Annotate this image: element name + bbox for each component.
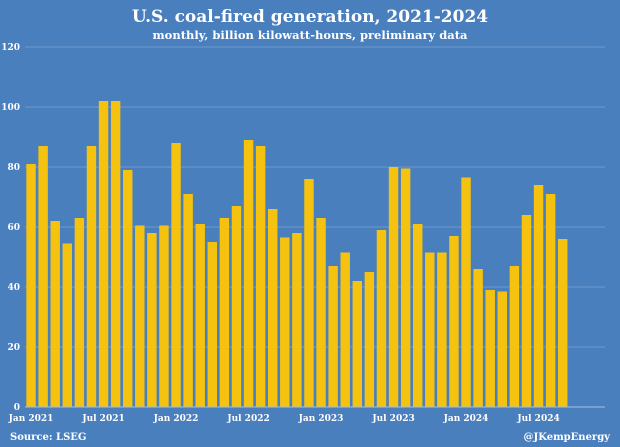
gridlines [25, 46, 605, 348]
bar [316, 218, 326, 407]
bar [413, 224, 423, 407]
bar [50, 221, 60, 407]
bar [219, 218, 230, 407]
y-axis-ticks: 0 20 40 60 80 100 120 [1, 43, 20, 413]
bar [485, 290, 495, 407]
bar [292, 233, 302, 407]
y-tick-label: 60 [7, 223, 20, 233]
x-tick-label: Jan 2023 [298, 414, 344, 424]
bar [86, 146, 97, 407]
bar [268, 209, 278, 407]
bar [243, 140, 254, 407]
y-tick-label: 120 [1, 43, 20, 53]
bar [425, 252, 435, 407]
bar [38, 146, 48, 407]
bar [255, 146, 266, 407]
bar [123, 170, 133, 407]
bar [195, 224, 205, 407]
bar [449, 236, 459, 407]
x-tick-label: Jan 2021 [8, 414, 54, 424]
bar [473, 269, 483, 407]
bar [400, 168, 411, 407]
bar [62, 243, 73, 407]
x-tick-label: Jan 2022 [153, 414, 199, 424]
bar [280, 237, 290, 407]
bar [509, 266, 520, 407]
bar [135, 225, 145, 407]
y-tick-label: 20 [7, 343, 20, 353]
bar [26, 164, 36, 407]
bar [328, 266, 338, 407]
bar [110, 101, 121, 407]
y-tick-label: 0 [14, 403, 20, 413]
author-credit: @JKempEnergy [524, 432, 612, 443]
bar [171, 143, 181, 407]
bar [437, 252, 447, 407]
bar [376, 230, 387, 407]
x-tick-label: Jan 2024 [443, 414, 489, 424]
y-tick-label: 40 [7, 283, 20, 293]
bar [461, 177, 471, 407]
bar [231, 206, 242, 407]
y-tick-label: 80 [7, 163, 20, 173]
bar [388, 167, 399, 407]
bars [26, 101, 568, 407]
x-tick-label: Jul 2023 [371, 414, 414, 424]
bar [497, 291, 508, 407]
bar [533, 185, 544, 407]
source-note: Source: LSEG [10, 432, 86, 443]
bar [207, 242, 218, 407]
bar [147, 233, 157, 407]
bar [521, 215, 532, 407]
bar [304, 179, 314, 407]
bar [352, 281, 363, 407]
x-tick-label: Jul 2021 [81, 414, 124, 424]
chart-subtitle: monthly, billion kilowatt-hours, prelimi… [153, 28, 468, 42]
bar [558, 239, 568, 407]
bar [183, 194, 193, 407]
bar [74, 218, 85, 407]
bar [545, 194, 556, 407]
bar [159, 225, 169, 407]
x-axis-ticks: Jan 2021 Jul 2021 Jan 2022 Jul 2022 Jan 2023… [8, 414, 560, 424]
bar [98, 101, 109, 407]
chart-title: U.S. coal-fired generation, 2021-2024 [132, 7, 488, 27]
y-tick-label: 100 [1, 103, 20, 113]
bar [364, 272, 375, 407]
x-tick-label: Jul 2022 [226, 414, 269, 424]
bar [340, 252, 350, 407]
x-tick-label: Jul 2024 [516, 414, 559, 424]
